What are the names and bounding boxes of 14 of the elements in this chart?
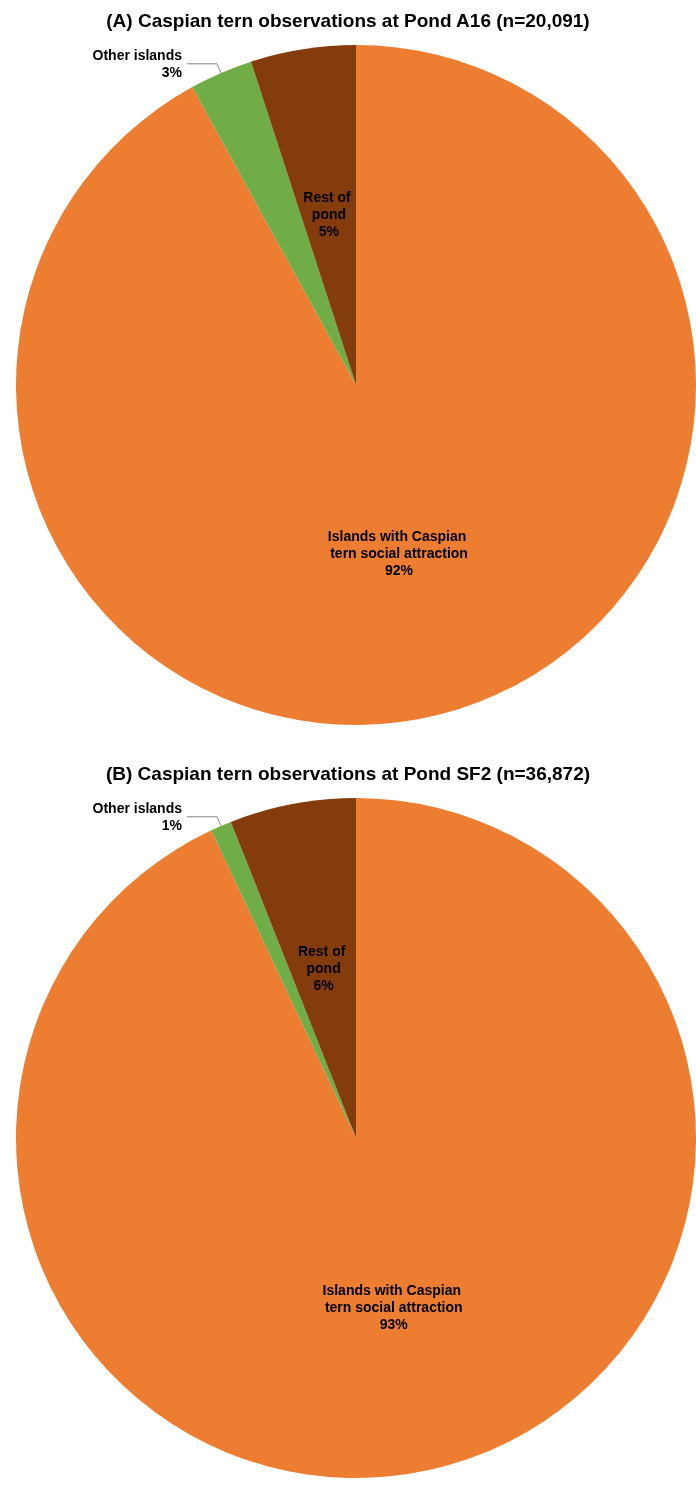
chart-title: (B) Caspian tern observations at Pond SF2 (n=36,872)	[105, 763, 591, 784]
slice-label: Islands with Caspian tern social attraction	[322, 1281, 465, 1315]
slice-label: Rest of pond	[297, 943, 350, 977]
slice-label: Rest of pond	[303, 189, 355, 223]
data-label: 93%	[379, 1315, 409, 1332]
data-label: 1%	[161, 817, 183, 834]
chart-title: (A) Caspian tern observations at Pond A16 (n=20,091)	[106, 10, 590, 31]
data-label: 92%	[385, 561, 414, 578]
slice-label: Islands with Caspian tern social attraction	[327, 527, 471, 561]
data-label: 5%	[318, 223, 340, 240]
data-label: 6%	[313, 977, 335, 994]
data-label: 3%	[161, 64, 183, 81]
slice-label: Other islands	[92, 47, 183, 64]
slice-label: Other islands	[92, 800, 183, 817]
